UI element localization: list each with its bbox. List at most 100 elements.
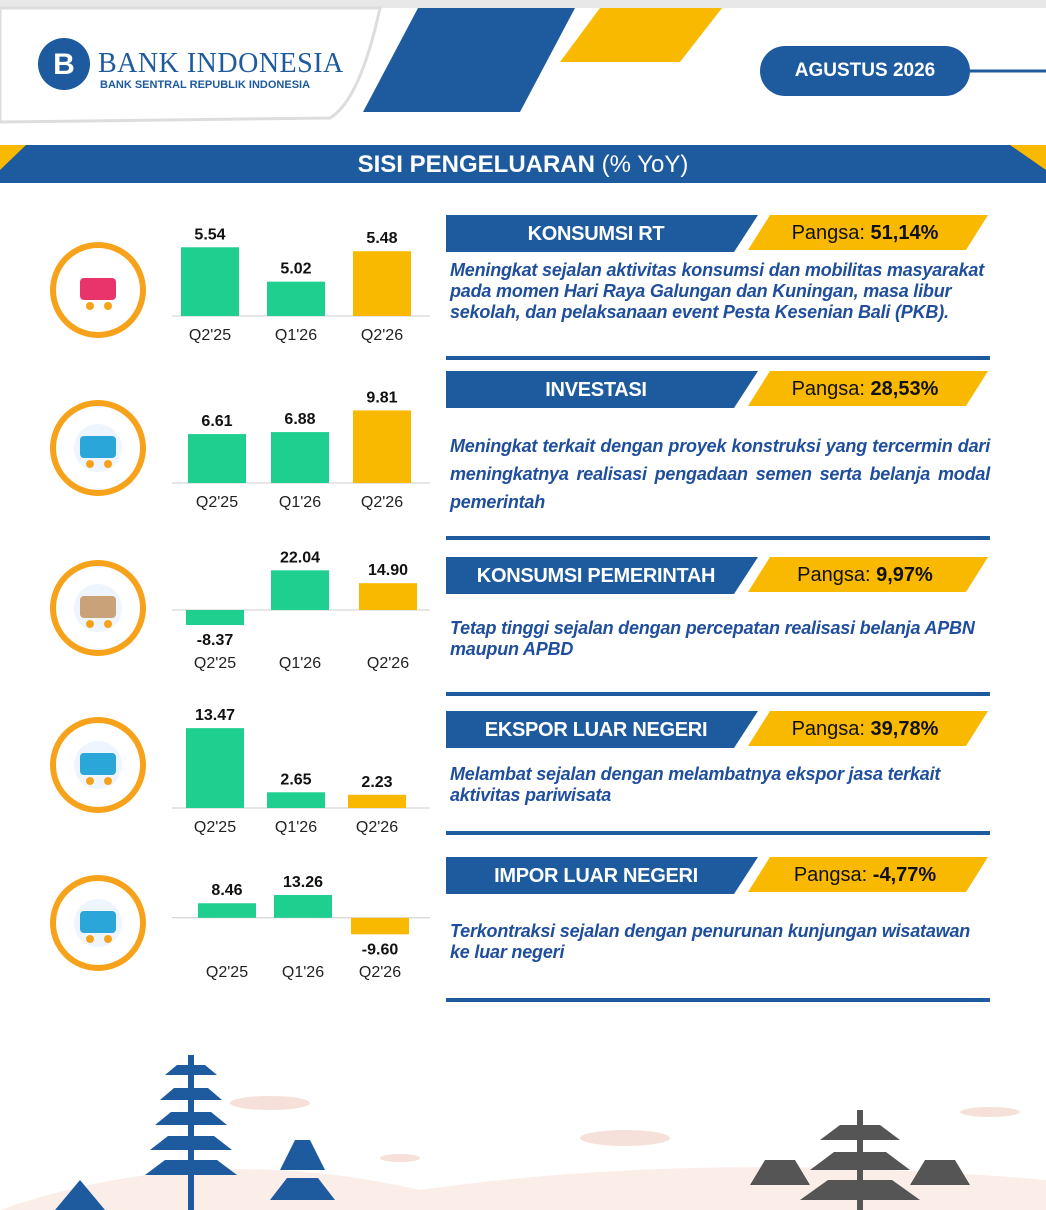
share-value: 51,14% [870,222,939,244]
category-label: Q1'26 [279,655,321,672]
category-label: Q2'25 [194,655,236,672]
category-label: Q2'25 [206,964,248,981]
category-label: Q2'26 [361,494,403,511]
share-bar [748,857,988,892]
bar [359,583,417,610]
date: AGUSTUS 2026 [794,60,936,81]
share-bar [748,371,988,406]
description: Meningkat terkait dengan proyek konstruk… [450,436,990,512]
bar [267,281,325,316]
share: Pangsa: -4,77% [760,864,970,887]
category-label: Q2'26 [367,655,409,672]
icon-glyph [86,935,94,943]
icon-glyph [80,911,116,933]
share-value: -4,77% [872,864,937,886]
icon-glyph [104,777,112,785]
share-bar [748,711,988,746]
share-label: Pangsa: [791,718,865,740]
value-label: 5.02 [280,261,311,278]
logo-title: BANK INDONESIA [98,48,344,79]
bar [188,434,246,483]
icon-glyph [86,302,94,310]
share-label: Pangsa: [791,378,865,400]
bar [186,728,244,808]
value-label: 5.54 [194,226,225,243]
value-label: 6.61 [201,413,232,430]
description: Tetap tinggi sejalan dengan percepatan r… [450,618,975,659]
share-label: Pangsa: [793,864,868,886]
category-label: Q1'26 [279,494,321,511]
icon-glyph [80,596,116,618]
category-label: Q1'26 [282,964,324,981]
section-unit: (% YoY) [601,151,689,178]
item-title: EKSPOR LUAR NEGERI [484,719,708,741]
bar [353,251,411,316]
share: Pangsa: 9,97% [760,564,970,587]
title-bar [446,857,758,894]
bar [186,610,244,626]
bar [198,903,256,918]
item-title: IMPOR LUAR NEGERI [494,865,698,887]
icon-glyph [104,460,112,468]
value-label: 13.26 [283,874,323,891]
bar [271,570,329,610]
share-bar [748,557,988,592]
svg-text:B: B [53,48,75,81]
icon-glyph [80,278,116,300]
title-bar [446,711,758,748]
title-bar [446,371,758,408]
value-label: 13.47 [195,707,235,724]
share: Pangsa: 51,14% [760,222,970,245]
value-label: 9.81 [366,389,397,406]
title-bar [446,557,758,594]
bar [181,247,239,316]
description: Meningkat sejalan aktivitas konsumsi dan… [450,260,985,322]
description: Melambat sejalan dengan melambatnya eksp… [450,764,941,805]
icon-glyph [104,620,112,628]
icon-glyph [80,436,116,458]
category-label: Q2'26 [361,327,403,344]
bar [353,410,411,483]
share-label: Pangsa: [791,222,865,244]
share: Pangsa: 28,53% [760,378,970,401]
value-label: 5.48 [366,230,397,247]
share-label: Pangsa: [797,564,871,586]
category-label: Q2'25 [194,819,236,836]
value-label: 14.90 [368,562,408,579]
icon-glyph [104,302,112,310]
icon-glyph [104,935,112,943]
share-value: 9,97% [876,564,933,586]
description: Terkontraksi sejalan dengan penurunan ku… [450,921,971,962]
item-title: KONSUMSI PEMERINTAH [476,565,716,587]
value-label: 2.23 [361,774,392,791]
icon-glyph [80,753,116,775]
share-value: 39,78% [870,718,939,740]
category-label: Q2'26 [359,964,401,981]
value-label: -8.37 [197,632,234,649]
category-label: Q1'26 [275,327,317,344]
bar [271,432,329,483]
category-label: Q2'25 [196,494,238,511]
bar [351,917,409,935]
bar [267,792,325,808]
share-bar [748,215,988,250]
item-title: INVESTASI [545,379,647,401]
bar [348,794,406,808]
share: Pangsa: 39,78% [760,718,970,741]
value-label: 22.04 [280,549,320,566]
section-title: SISI PENGELUARAN [357,151,595,178]
value-label: -9.60 [362,941,399,958]
logo-subtitle: BANK SENTRAL REPUBLIK INDONESIA [100,79,311,91]
title-bar [446,215,758,252]
icon-glyph [86,620,94,628]
category-label: Q1'26 [275,819,317,836]
share-value: 28,53% [870,378,939,400]
category-label: Q2'25 [189,327,231,344]
icon-glyph [86,460,94,468]
bar [274,894,332,918]
value-label: 6.88 [284,411,315,428]
category-label: Q2'26 [356,819,398,836]
